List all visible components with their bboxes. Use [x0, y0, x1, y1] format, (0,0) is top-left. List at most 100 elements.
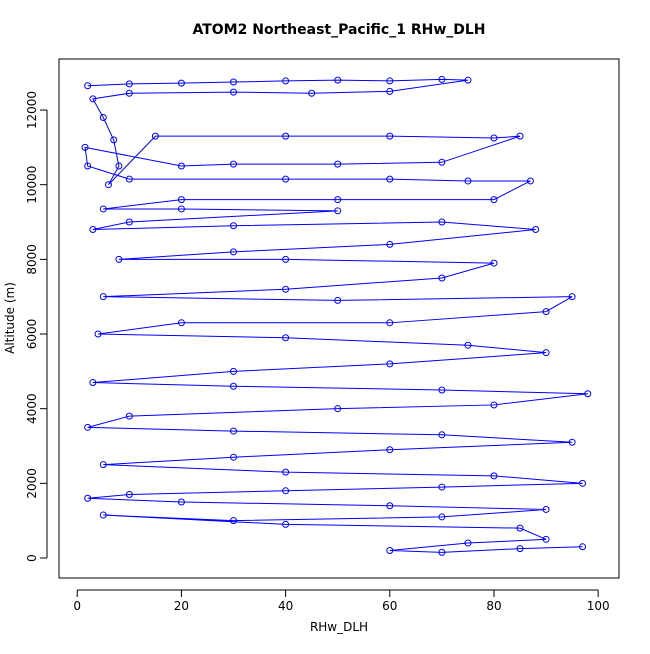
- point: [125, 412, 133, 420]
- x-axis-label: RHw_DLH: [310, 620, 368, 634]
- point: [177, 162, 185, 170]
- y-tick-label: 8000: [25, 244, 39, 275]
- point: [115, 162, 123, 170]
- point: [125, 218, 133, 226]
- point: [438, 548, 446, 556]
- point: [230, 78, 238, 86]
- point: [177, 319, 185, 327]
- point: [516, 545, 524, 553]
- point: [438, 483, 446, 491]
- point: [334, 405, 342, 413]
- point: [308, 89, 316, 97]
- point: [99, 293, 107, 301]
- point: [282, 285, 290, 293]
- point: [99, 461, 107, 469]
- point: [282, 520, 290, 528]
- x-tick-label: 80: [486, 599, 501, 613]
- point: [89, 225, 97, 233]
- x-tick-label: 60: [382, 599, 397, 613]
- point: [386, 132, 394, 140]
- y-axis-label: Altitude (m): [3, 282, 17, 354]
- point: [230, 427, 238, 435]
- point: [115, 255, 123, 263]
- point: [94, 330, 102, 338]
- point: [464, 539, 472, 547]
- y-tick-label: 10000: [25, 166, 39, 204]
- point: [334, 160, 342, 168]
- chart-title: ATOM2 Northeast_Pacific_1 RHw_DLH: [192, 22, 485, 38]
- point: [84, 162, 92, 170]
- point: [579, 479, 587, 487]
- point: [151, 132, 159, 140]
- point: [282, 468, 290, 476]
- point: [334, 207, 342, 215]
- point: [542, 349, 550, 357]
- point: [177, 196, 185, 204]
- point: [386, 240, 394, 248]
- point: [282, 77, 290, 85]
- point: [230, 222, 238, 230]
- point: [386, 319, 394, 327]
- point: [438, 218, 446, 226]
- point: [334, 296, 342, 304]
- point: [386, 77, 394, 85]
- point: [125, 89, 133, 97]
- point: [125, 491, 133, 499]
- point: [230, 517, 238, 525]
- point: [490, 401, 498, 409]
- point: [386, 502, 394, 510]
- point: [110, 136, 118, 144]
- point: [177, 205, 185, 213]
- point: [490, 472, 498, 480]
- point: [282, 334, 290, 342]
- point: [282, 487, 290, 495]
- point: [81, 143, 89, 151]
- point: [526, 177, 534, 185]
- point: [542, 308, 550, 316]
- point: [282, 132, 290, 140]
- point: [464, 341, 472, 349]
- point: [386, 175, 394, 183]
- point: [334, 76, 342, 84]
- point: [568, 438, 576, 446]
- point: [230, 88, 238, 96]
- point: [125, 175, 133, 183]
- point: [230, 160, 238, 168]
- point: [542, 535, 550, 543]
- point: [386, 547, 394, 555]
- point: [490, 259, 498, 267]
- point: [490, 196, 498, 204]
- point: [438, 431, 446, 439]
- x-tick-label: 100: [587, 599, 610, 613]
- point: [584, 390, 592, 398]
- point: [84, 82, 92, 90]
- point: [464, 76, 472, 84]
- point: [579, 543, 587, 551]
- point: [438, 158, 446, 166]
- point: [438, 386, 446, 394]
- point: [177, 79, 185, 87]
- point: [516, 524, 524, 532]
- y-tick-label: 0: [25, 554, 39, 562]
- point: [438, 513, 446, 521]
- point: [230, 367, 238, 375]
- point: [99, 113, 107, 121]
- x-tick-label: 0: [73, 599, 81, 613]
- plot-frame: [58, 58, 620, 579]
- point: [532, 225, 540, 233]
- point: [386, 446, 394, 454]
- point: [334, 196, 342, 204]
- point: [125, 80, 133, 88]
- y-tick-label: 6000: [25, 319, 39, 350]
- point: [516, 132, 524, 140]
- point: [104, 181, 112, 189]
- point: [84, 423, 92, 431]
- y-tick-label: 4000: [25, 393, 39, 424]
- point: [282, 175, 290, 183]
- point: [230, 453, 238, 461]
- point: [438, 274, 446, 282]
- point: [282, 255, 290, 263]
- y-tick-label: 12000: [25, 91, 39, 129]
